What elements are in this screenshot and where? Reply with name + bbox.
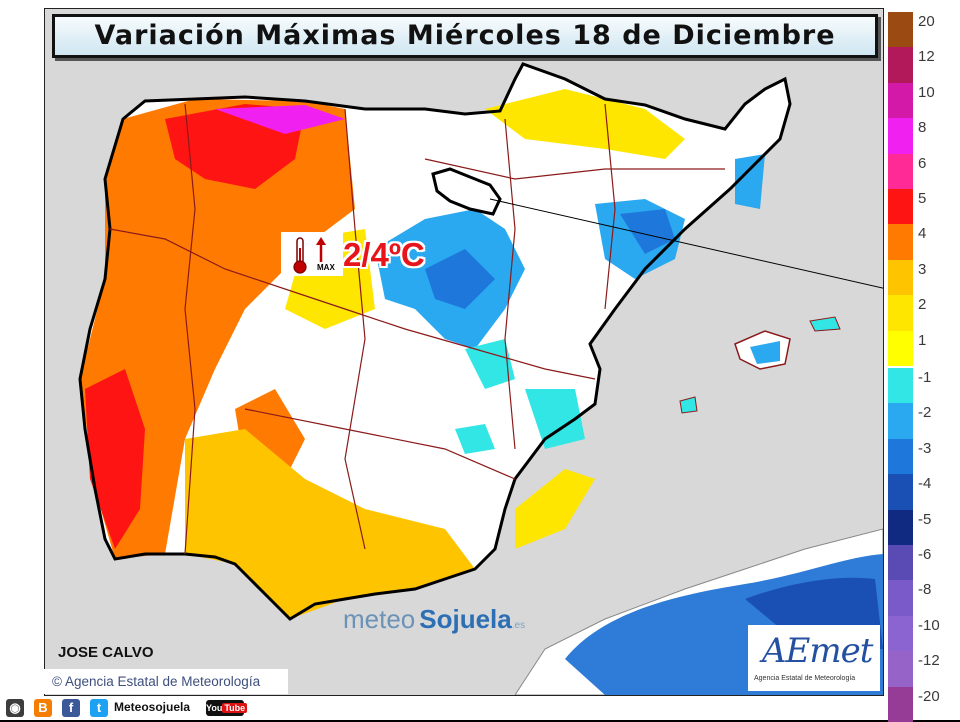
legend-label: -4	[918, 475, 932, 493]
legend-label: 20	[918, 13, 935, 30]
legend-swatch	[888, 224, 913, 261]
blogger-icon[interactable]: B	[34, 699, 52, 717]
aemet-logo-subtitle: Agencia Estatal de Meteorología	[754, 675, 856, 682]
social-bar: ◉ B f t Meteosojuela You Tube	[0, 696, 260, 720]
map-panel	[44, 8, 884, 696]
watermark-part3: .es	[511, 620, 526, 631]
coastline	[78, 62, 792, 621]
legend-swatch	[888, 545, 913, 581]
legend-label: 1	[918, 331, 927, 349]
facebook-icon[interactable]: f	[62, 699, 80, 717]
menorca-island	[809, 316, 841, 332]
social-handle[interactable]: Meteosojuela	[114, 700, 191, 714]
legend-label: -5	[918, 510, 932, 528]
twitter-icon[interactable]: t	[90, 699, 108, 717]
temperature-badge: MAX 2/4ºC	[281, 232, 449, 276]
legend-label: -12	[918, 652, 940, 670]
youtube-icon[interactable]: You Tube	[206, 700, 248, 716]
legend-label: 3	[918, 260, 927, 278]
legend-label: 6	[918, 154, 927, 172]
legend-swatch	[888, 438, 913, 475]
badge-value: 2/4ºC	[343, 236, 425, 273]
southcentral-cold-area	[455, 424, 495, 454]
legend-label: 8	[918, 119, 927, 137]
temperature-map	[78, 62, 883, 695]
legend-swatch	[888, 474, 913, 511]
legend-swatch	[888, 686, 913, 722]
boundary-line	[109, 228, 596, 380]
legend-swatch	[888, 295, 913, 332]
legend-label: -2	[918, 404, 932, 422]
legend-swatch	[888, 189, 913, 225]
legend-swatch	[888, 580, 913, 617]
watermark-part1: meteo	[343, 604, 416, 634]
legend-swatch	[888, 651, 913, 688]
legend-swatch	[888, 118, 913, 155]
legend-label: -20	[918, 687, 940, 705]
boundary-line	[184, 103, 196, 555]
boundary-line	[424, 158, 725, 180]
legend-label: -8	[918, 581, 932, 599]
south-warm-area	[185, 429, 475, 619]
levante-cold-area	[525, 389, 585, 449]
legend-label: 10	[918, 83, 935, 101]
legend-swatch	[888, 82, 913, 119]
la-mancha-cold-area	[465, 339, 515, 389]
map-title: Variación Máximas Miércoles 18 de Diciem…	[94, 20, 836, 51]
legend-label: -10	[918, 616, 940, 634]
boundary-line	[504, 118, 516, 450]
boundary-line	[604, 103, 616, 310]
legend-swatch	[888, 153, 913, 190]
ibiza-island	[679, 396, 698, 414]
legend-swatch	[888, 12, 913, 48]
copyright-notice: © Agencia Estatal de Meteorología	[44, 669, 288, 694]
watermark-part2: Sojuela	[419, 604, 512, 634]
boundary-line	[244, 408, 516, 480]
author-credit: JOSE CALVO	[58, 644, 154, 661]
legend-label: 2	[918, 296, 927, 314]
pointer-line	[489, 198, 883, 289]
southeast-yellow-area	[515, 469, 595, 549]
portugal-hot-area	[85, 369, 145, 549]
legend-swatch	[888, 403, 913, 440]
badge-icon-box: MAX	[281, 232, 343, 276]
instagram-icon[interactable]: ◉	[6, 699, 24, 717]
mallorca-cold-area	[750, 341, 780, 364]
cantabrian-peak-area	[215, 105, 345, 134]
boundary-line	[344, 108, 366, 550]
la-rioja-outline	[431, 167, 502, 216]
legend-swatch	[888, 330, 913, 367]
legend-label: 4	[918, 225, 927, 243]
legend-swatch	[888, 259, 913, 296]
aemet-logo: AEmet Agencia Estatal de Meteorología	[748, 625, 880, 691]
thermometer-max-icon	[293, 237, 326, 274]
color-legend: 20 12 10 8 6 5 4 3 2 1 -1 -2 -3 -4 -5 -6 -8 -10 -12 -20	[886, 8, 960, 722]
legend-label: -3	[918, 439, 932, 457]
west-warm-area	[80, 99, 355, 559]
legend-swatch	[888, 47, 913, 84]
title-banner: Variación Máximas Miércoles 18 de Diciem…	[52, 14, 878, 58]
legend-swatch	[888, 368, 913, 404]
central-colder-area	[425, 249, 495, 309]
legend-label: 12	[918, 48, 935, 66]
legend-swatch	[888, 509, 913, 546]
aemet-logo-word: AEmet	[762, 631, 873, 671]
watermark: meteo Sojuela.es	[343, 604, 525, 635]
legend-swatch	[888, 615, 913, 652]
north-yellow-area	[485, 89, 685, 159]
catalonia-cold-area	[735, 154, 765, 209]
legend-label: -6	[918, 546, 932, 563]
badge-max-label: MAX	[317, 263, 335, 272]
legend-label: -1	[918, 369, 932, 386]
legend-label: 5	[918, 190, 927, 207]
boundary-lines	[109, 103, 725, 555]
ebro-colder-area	[620, 209, 675, 254]
